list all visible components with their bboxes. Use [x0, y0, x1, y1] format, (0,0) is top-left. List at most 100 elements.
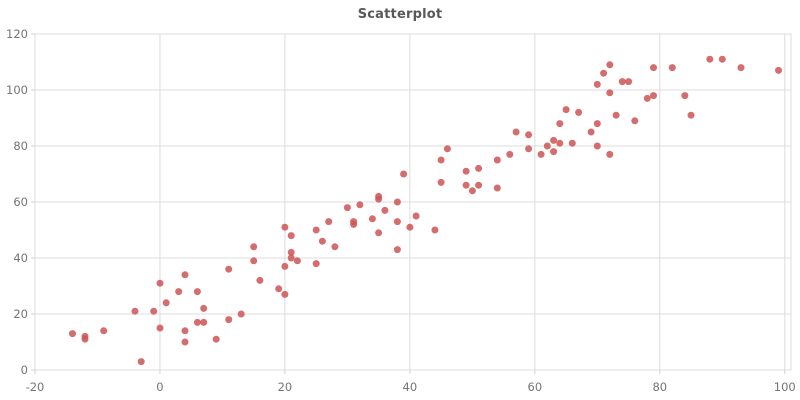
data-point	[493, 156, 501, 164]
data-point	[475, 181, 483, 189]
data-point	[131, 307, 139, 315]
data-point	[406, 223, 414, 231]
data-point	[525, 145, 533, 153]
y-tick-label: 60	[13, 195, 28, 209]
data-point	[350, 220, 358, 228]
data-point	[631, 117, 639, 125]
data-point	[225, 265, 233, 273]
data-point	[225, 316, 233, 324]
data-point	[193, 318, 201, 326]
x-tick-label: 100	[774, 380, 796, 394]
data-point	[537, 150, 545, 158]
data-point	[331, 243, 339, 251]
data-point	[368, 215, 376, 223]
data-point	[525, 131, 533, 139]
y-tick-label: 80	[13, 139, 28, 153]
data-point	[612, 111, 620, 119]
data-point	[593, 80, 601, 88]
data-point	[181, 327, 189, 335]
data-point	[318, 237, 326, 245]
data-point	[375, 195, 383, 203]
data-point	[281, 262, 289, 270]
data-point	[393, 218, 401, 226]
data-point	[356, 201, 364, 209]
data-point	[443, 145, 451, 153]
data-point	[193, 288, 201, 296]
data-point	[575, 108, 583, 116]
data-point	[437, 178, 445, 186]
data-point	[250, 257, 258, 265]
y-tick-label: 20	[13, 307, 28, 321]
data-point	[69, 330, 76, 338]
data-point	[600, 69, 608, 77]
x-tick-label: 60	[528, 380, 543, 394]
data-point	[287, 248, 295, 256]
data-point	[431, 226, 439, 234]
y-tick-label: 40	[13, 251, 28, 265]
data-point	[556, 139, 564, 147]
data-point	[468, 187, 476, 195]
data-point	[550, 136, 558, 144]
data-point	[587, 128, 595, 136]
data-point	[162, 299, 170, 307]
data-point	[256, 276, 264, 284]
data-point	[593, 142, 601, 150]
data-point	[568, 139, 576, 147]
data-point	[512, 128, 520, 136]
data-point	[100, 327, 108, 335]
data-point	[400, 170, 408, 178]
data-point	[650, 92, 657, 100]
data-point	[293, 257, 301, 265]
data-point	[618, 78, 626, 86]
data-point	[543, 142, 551, 150]
data-point	[556, 120, 564, 128]
y-tick-label: 0	[21, 363, 28, 377]
data-point	[275, 285, 283, 293]
data-point	[81, 335, 89, 343]
data-point	[150, 307, 158, 315]
data-point	[593, 120, 601, 128]
data-point	[737, 64, 745, 72]
data-point	[606, 61, 614, 69]
x-tick-label: 20	[278, 380, 293, 394]
data-point	[312, 260, 320, 268]
data-point	[393, 246, 401, 254]
x-tick-label: 80	[652, 380, 667, 394]
data-point	[462, 181, 470, 189]
data-point	[181, 338, 189, 346]
data-point	[775, 66, 782, 74]
x-tick-label: 0	[156, 380, 163, 394]
data-point	[287, 232, 295, 240]
data-point	[437, 156, 445, 164]
data-point	[212, 335, 220, 343]
data-point	[200, 304, 208, 312]
data-point	[550, 148, 558, 156]
data-point	[475, 164, 483, 172]
data-point	[281, 290, 289, 298]
data-point	[643, 94, 651, 102]
data-point	[506, 150, 514, 158]
data-point	[706, 55, 714, 63]
data-point	[381, 206, 389, 214]
data-point	[137, 358, 145, 366]
data-point	[681, 92, 689, 100]
data-point	[312, 226, 320, 234]
data-point	[156, 279, 164, 287]
data-point	[718, 55, 726, 63]
data-point	[237, 310, 245, 318]
data-point	[175, 288, 183, 296]
data-point	[250, 243, 258, 251]
data-point	[562, 106, 570, 114]
data-point	[606, 150, 614, 158]
data-point	[668, 64, 676, 72]
data-point	[343, 204, 351, 212]
y-tick-label: 100	[6, 83, 28, 97]
data-point	[375, 229, 383, 237]
data-point	[650, 64, 657, 72]
chart-title: Scatterplot	[357, 7, 443, 22]
data-point	[412, 212, 420, 220]
data-point	[281, 223, 289, 231]
data-point	[287, 254, 295, 262]
